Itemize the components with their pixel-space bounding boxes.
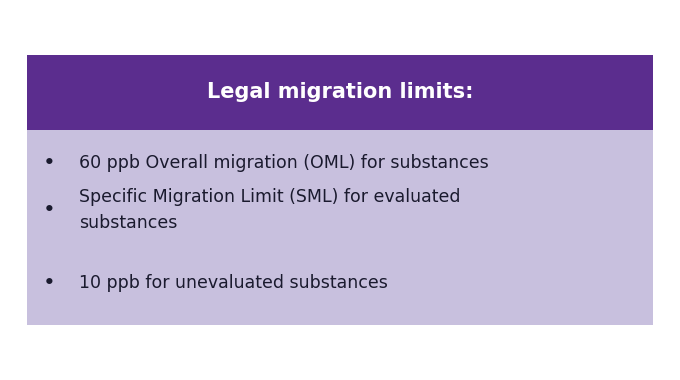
- Text: •: •: [43, 273, 55, 293]
- Text: •: •: [43, 153, 55, 173]
- Text: 10 ppb for unevaluated substances: 10 ppb for unevaluated substances: [79, 274, 388, 292]
- Text: Specific Migration Limit (SML) for evaluated
substances: Specific Migration Limit (SML) for evalu…: [79, 188, 460, 231]
- Text: Legal migration limits:: Legal migration limits:: [207, 82, 473, 103]
- Bar: [27, 130, 653, 325]
- Text: •: •: [43, 200, 55, 220]
- Text: 60 ppb Overall migration (OML) for substances: 60 ppb Overall migration (OML) for subst…: [79, 154, 489, 172]
- Bar: [27, 55, 653, 130]
